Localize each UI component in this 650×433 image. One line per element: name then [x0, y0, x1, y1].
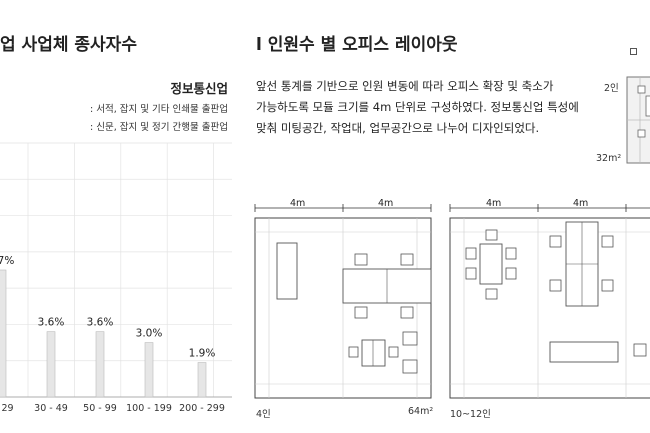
tick-label-1: 30 - 49 [34, 403, 68, 414]
plan-a-people: 4인 [256, 406, 271, 420]
tick-label-3: 100 - 199 [126, 403, 172, 414]
bar-2 [96, 332, 104, 397]
description-line-3: 맞춰 미팅공간, 작업대, 업무공간으로 나누어 디자인되었다. [256, 118, 596, 139]
description-line-1: 앞선 통계를 기반으로 인원 변동에 따라 오피스 확장 및 축소가 [256, 76, 596, 97]
small-plan-icon-square [630, 48, 637, 55]
plan-10-12-person [448, 196, 650, 411]
plan-b-dim-2: 4m [573, 198, 588, 209]
chart-bars [0, 270, 206, 397]
bar-3 [145, 343, 153, 397]
plan-b-dim-1: 4m [486, 198, 501, 209]
note-line-2: : 신문, 잡지 및 정기 간행물 출판업 [90, 119, 228, 133]
industry-label: 정보통신업 [150, 78, 228, 97]
chart-labels: 7% ~ 29 3.6% 30 - 49 3.6% 50 - 99 3.0% 100 - 19… [0, 255, 225, 414]
data-label-1: 3.6% [38, 317, 65, 329]
right-section-title: l 인원수 별 오피스 레이아웃 [256, 30, 458, 55]
data-label-2: 3.6% [87, 317, 114, 329]
note-line-1: : 서적, 잡지 및 기타 인쇄물 출판업 [90, 101, 228, 115]
small-plan-area: 32m² [596, 153, 621, 164]
bar-1 [47, 332, 55, 397]
tick-label-4: 200 - 299 [179, 403, 225, 414]
tick-label-2: 50 - 99 [83, 403, 117, 414]
small-plan-people: 2인 [604, 80, 619, 94]
plan-a-dim-1: 4m [290, 198, 305, 209]
left-section-title: 업 사업체 종사자수 [0, 30, 137, 55]
description-line-2: 가능하도록 모듈 크기를 4m 단위로 구성하였다. 정보통신업 특성에 [256, 97, 596, 118]
data-label-4: 1.9% [189, 348, 216, 360]
description: 앞선 통계를 기반으로 인원 변동에 따라 오피스 확장 및 축소가 가능하도록… [256, 76, 596, 139]
data-label-0: 7% [0, 255, 14, 267]
employee-bar-chart: 7% ~ 29 3.6% 30 - 49 3.6% 50 - 99 3.0% 100 - 19… [0, 133, 240, 433]
bar-0 [0, 270, 6, 397]
data-label-3: 3.0% [136, 328, 163, 340]
plan-b-people: 10~12인 [450, 406, 491, 420]
plan-4-person [253, 196, 433, 411]
plan-a-area: 64m² [408, 406, 433, 417]
tick-label-0: ~ 29 [0, 403, 14, 414]
small-plan-2-person [624, 76, 650, 166]
bar-4 [198, 363, 206, 397]
plan-a-dim-2: 4m [378, 198, 393, 209]
